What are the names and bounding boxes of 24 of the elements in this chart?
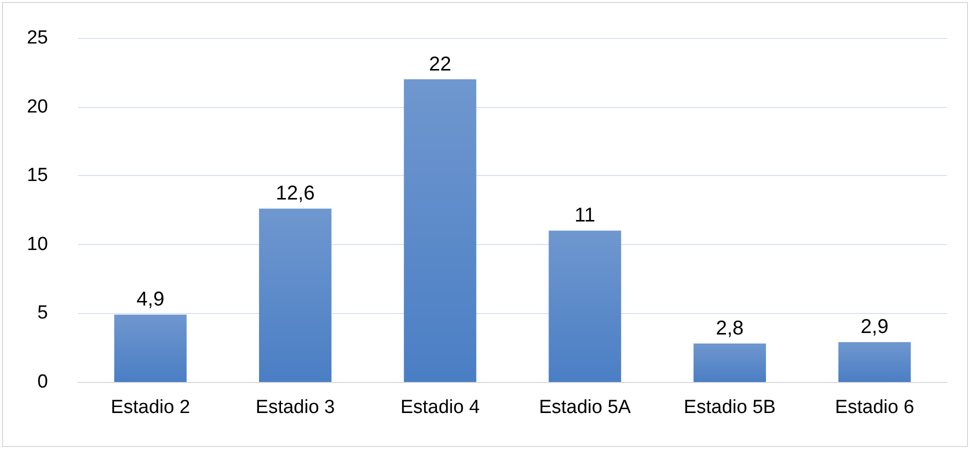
x-tick-label: Estadio 6 bbox=[834, 397, 914, 418]
y-tick-label: 5 bbox=[37, 302, 48, 324]
bar bbox=[259, 208, 332, 382]
x-tick-label: Estadio 2 bbox=[110, 397, 190, 418]
y-tick-label: 20 bbox=[26, 96, 48, 118]
y-tick-label: 10 bbox=[26, 234, 48, 255]
y-tick-label: 25 bbox=[26, 28, 48, 48]
x-tick-label: Estadio 4 bbox=[400, 397, 480, 418]
x-tick-label: Estadio 5B bbox=[684, 397, 776, 418]
data-label: 4,9 bbox=[136, 288, 164, 311]
bar bbox=[404, 79, 476, 382]
data-label: 11 bbox=[574, 204, 596, 227]
bar bbox=[114, 314, 187, 382]
data-label: 2,9 bbox=[860, 316, 888, 338]
bar bbox=[694, 343, 766, 382]
data-label: 12,6 bbox=[276, 182, 315, 205]
y-tick-label: 0 bbox=[37, 372, 48, 392]
data-label: 2,8 bbox=[716, 317, 744, 340]
x-tick-label: Estadio 5A bbox=[538, 397, 632, 418]
y-tick-label: 15 bbox=[26, 165, 48, 186]
data-label: 22 bbox=[428, 53, 452, 76]
x-tick-label: Estadio 3 bbox=[256, 397, 335, 418]
bar bbox=[548, 230, 622, 382]
bar bbox=[838, 342, 911, 382]
